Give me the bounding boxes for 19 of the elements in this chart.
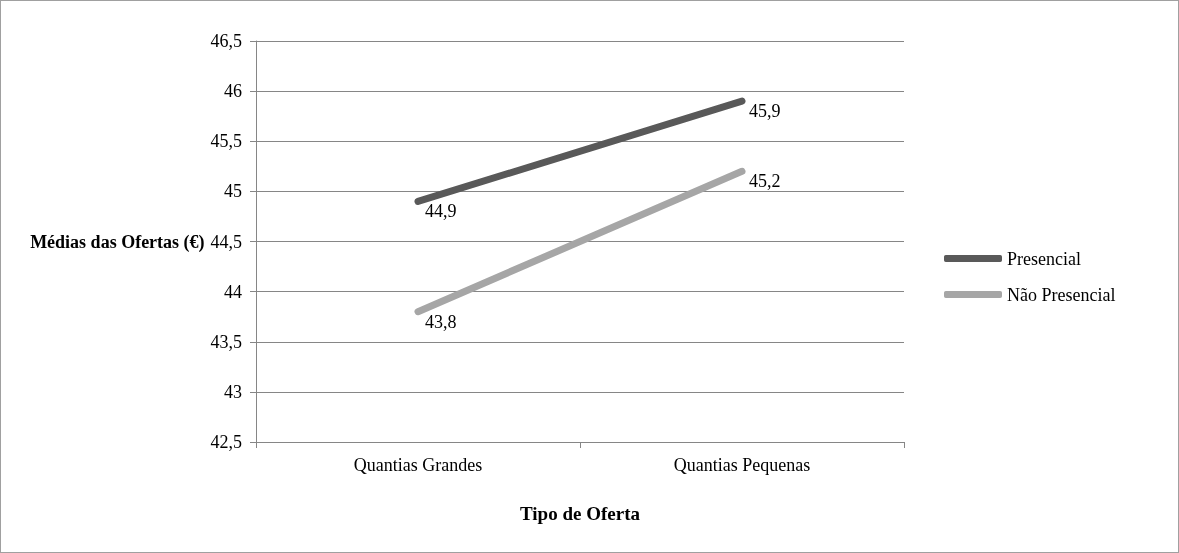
y-tick-label: 45	[224, 181, 242, 202]
data-label: 44,9	[425, 201, 457, 222]
y-tick-label: 43	[224, 381, 242, 402]
legend-label: Presencial	[1007, 248, 1081, 269]
data-label: 45,2	[749, 171, 781, 192]
y-tick-label: 42,5	[210, 432, 242, 452]
legend-label: Não Presencial	[1007, 284, 1116, 305]
y-axis-title: Médias das Ofertas (€)	[30, 231, 205, 253]
y-tick-label: 43,5	[210, 331, 242, 352]
data-label: 43,8	[425, 311, 457, 332]
y-tick-label: 44,5	[210, 231, 242, 252]
y-tick-label: 46,5	[210, 31, 242, 51]
y-tick-label: 45,5	[210, 131, 242, 152]
y-tick-label: 44	[224, 281, 242, 302]
x-axis-title: Tipo de Oferta	[520, 503, 641, 524]
x-tick-label: Quantias Pequenas	[673, 455, 811, 475]
y-tick-label: 46	[224, 81, 242, 102]
x-tick-label: Quantias Grandes	[353, 455, 483, 475]
data-label: 45,9	[749, 101, 781, 122]
